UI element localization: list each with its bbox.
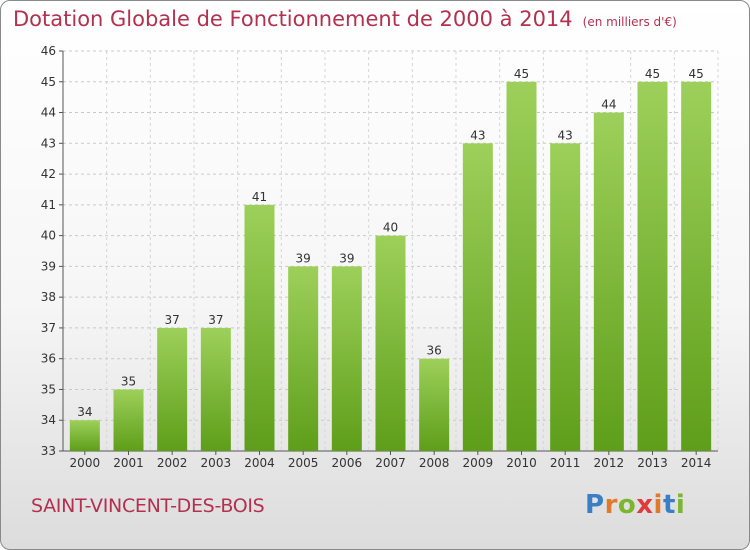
x-tick-label: 2012 (594, 456, 625, 470)
bars (69, 81, 712, 452)
x-tick-label: 2014 (681, 456, 712, 470)
data-label: 37 (208, 313, 223, 327)
y-tick-label: 44 (41, 106, 56, 120)
bar (550, 143, 581, 452)
bar (331, 266, 362, 451)
chart-title-text: Dotation Globale de Fonctionnement de 20… (13, 7, 573, 31)
y-tick-label: 36 (41, 352, 56, 366)
x-tick-label: 2001 (113, 456, 144, 470)
y-tick-label: 35 (41, 382, 56, 396)
y-tick-label: 43 (41, 136, 56, 150)
y-tick-label: 46 (41, 44, 56, 58)
data-label: 39 (339, 251, 354, 265)
x-tick-label: 2013 (637, 456, 668, 470)
data-label: 45 (645, 67, 660, 81)
y-tick-label: 38 (41, 290, 56, 304)
data-label: 40 (383, 221, 398, 235)
data-label: 45 (514, 67, 529, 81)
bar (200, 327, 231, 451)
x-tick-label: 2000 (70, 456, 101, 470)
bar (69, 420, 100, 451)
bar (113, 389, 144, 451)
bar (462, 143, 493, 452)
bar (506, 81, 537, 452)
x-tick-label: 2004 (244, 456, 275, 470)
data-label: 45 (689, 67, 704, 81)
y-tick-label: 37 (41, 321, 56, 335)
y-tick-label: 41 (41, 198, 56, 212)
data-label: 43 (470, 128, 485, 142)
bar (681, 81, 712, 452)
bar (244, 204, 275, 451)
data-label: 37 (165, 313, 180, 327)
data-label: 41 (252, 190, 267, 204)
bar (419, 358, 450, 451)
chart-title: Dotation Globale de Fonctionnement de 20… (13, 7, 677, 31)
x-tick-label: 2009 (463, 456, 494, 470)
proxiti-logo: Proxiti (585, 490, 686, 520)
x-tick-label: 2008 (419, 456, 450, 470)
y-tick-label: 40 (41, 229, 56, 243)
data-label: 35 (121, 374, 136, 388)
x-tick-label: 2003 (201, 456, 232, 470)
x-tick-label: 2005 (288, 456, 319, 470)
data-label: 44 (601, 98, 616, 112)
data-label: 36 (427, 344, 442, 358)
y-tick-label: 42 (41, 167, 56, 181)
bar (375, 235, 406, 451)
labels: 33 34 35 36 37 38 39 40 41 42 43 44 45 46 34 2000 35 2001… (41, 44, 712, 470)
y-tick-label: 33 (41, 444, 56, 458)
data-label: 43 (558, 128, 573, 142)
data-label: 39 (296, 251, 311, 265)
y-tick-label: 34 (41, 413, 56, 427)
bar (288, 266, 319, 451)
bar (593, 112, 624, 452)
data-label: 34 (77, 405, 92, 419)
y-tick-label: 45 (41, 75, 56, 89)
x-tick-label: 2011 (550, 456, 581, 470)
x-tick-label: 2002 (157, 456, 188, 470)
x-tick-label: 2007 (375, 456, 406, 470)
chart-unit: (en milliers d'€) (582, 15, 677, 29)
bar (637, 81, 668, 452)
y-tick-label: 39 (41, 259, 56, 273)
x-tick-label: 2006 (332, 456, 363, 470)
x-tick-label: 2010 (506, 456, 537, 470)
commune-name: SAINT-VINCENT-DES-BOIS (31, 495, 265, 517)
bar (157, 327, 188, 451)
